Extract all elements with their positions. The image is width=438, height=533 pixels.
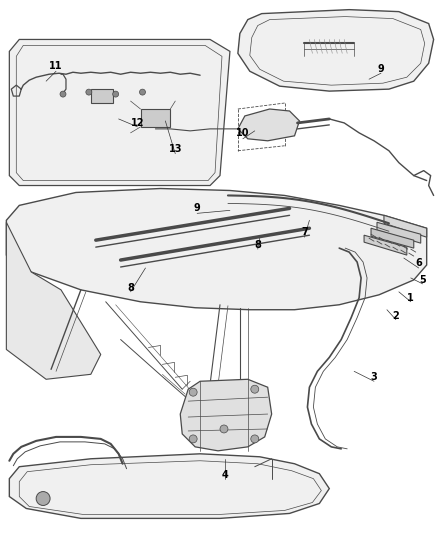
Text: 2: 2 [392,311,399,321]
Circle shape [251,385,259,393]
Text: 11: 11 [49,61,63,71]
Polygon shape [9,454,329,519]
Text: 12: 12 [131,118,144,128]
Text: 5: 5 [419,275,426,285]
Polygon shape [371,228,414,248]
Bar [91,89,113,103]
Text: 3: 3 [371,372,378,382]
Polygon shape [180,379,272,451]
Text: 4: 4 [222,470,228,480]
Text: 10: 10 [236,128,250,138]
Text: 8: 8 [127,283,134,293]
Polygon shape [377,222,421,243]
Text: 6: 6 [415,258,422,268]
Circle shape [189,388,197,396]
Polygon shape [238,109,300,141]
Text: 8: 8 [254,240,261,250]
Polygon shape [7,189,427,310]
Circle shape [36,491,50,505]
Text: 9: 9 [378,64,384,74]
Circle shape [220,425,228,433]
Text: 13: 13 [169,144,182,154]
Bar [141,109,170,127]
Circle shape [251,435,259,443]
Polygon shape [364,235,407,255]
Circle shape [86,89,92,95]
Polygon shape [9,39,230,185]
Circle shape [60,91,66,97]
Text: 9: 9 [194,204,201,213]
Circle shape [113,91,119,97]
Text: 7: 7 [301,227,308,237]
Circle shape [140,89,145,95]
Polygon shape [7,222,101,379]
Polygon shape [238,10,434,91]
Polygon shape [384,215,427,237]
Text: 1: 1 [407,293,414,303]
Circle shape [189,435,197,443]
